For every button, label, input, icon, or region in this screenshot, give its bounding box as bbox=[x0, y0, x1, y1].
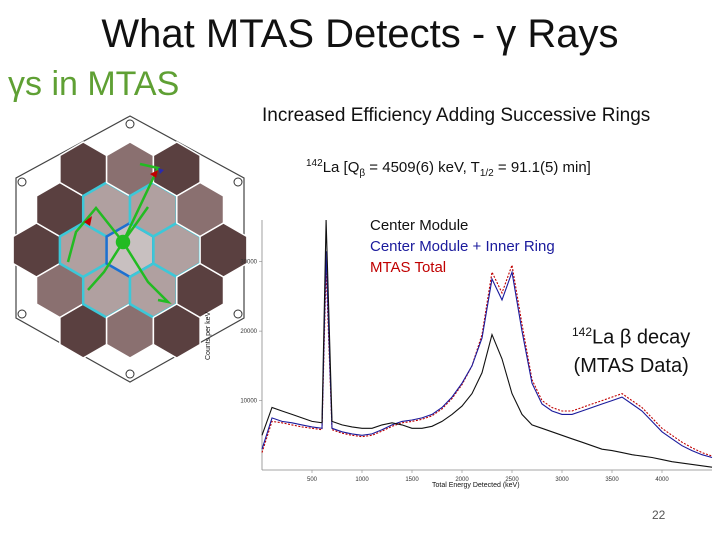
x-tick-label: 2000 bbox=[455, 477, 469, 483]
annotation-line1: La β decay bbox=[592, 326, 691, 349]
half-life-subscript: 1/2 bbox=[479, 168, 494, 179]
x-tick-label: 500 bbox=[307, 477, 318, 483]
legend-center-module: Center Module bbox=[370, 217, 469, 234]
blue-marker-icon bbox=[158, 168, 164, 174]
y-tick-label: 30000 bbox=[240, 260, 257, 266]
red-marker-icon bbox=[84, 216, 92, 226]
bolt-icon bbox=[125, 369, 135, 379]
half-life: = 91.1(5) min] bbox=[493, 159, 591, 176]
isotope-element: La [Q bbox=[322, 159, 360, 176]
efficiency-subtitle: Increased Efficiency Adding Successive R… bbox=[262, 105, 651, 126]
slide-title: What MTAS Detects - γ Rays bbox=[101, 12, 619, 56]
x-axis-label: Total Energy Detected (keV) bbox=[432, 482, 520, 489]
decay-annotation: 142La β decay (MTAS Data) bbox=[572, 318, 690, 380]
bolt-icon bbox=[233, 177, 243, 187]
x-tick-label: 1000 bbox=[355, 477, 369, 483]
y-tick-label: 20000 bbox=[240, 329, 257, 335]
red-marker-icon bbox=[150, 170, 158, 178]
y-tick-label: 10000 bbox=[240, 399, 257, 405]
q-value: = 4509(6) keV, T bbox=[365, 159, 480, 176]
gamma-ray-trace bbox=[66, 162, 172, 305]
chart-legend: Center Module Center Module + Inner Ring… bbox=[370, 215, 555, 278]
gamma-subtitle: γs in MTAS bbox=[8, 65, 180, 103]
decay-info: 142La [Qβ = 4509(6) keV, T1/2 = 91.1(5) … bbox=[306, 154, 591, 184]
bolt-icon bbox=[233, 309, 243, 319]
x-tick-label: 2500 bbox=[505, 477, 519, 483]
isotope-mass: 142 bbox=[306, 158, 323, 169]
bolt-icon bbox=[17, 309, 27, 319]
hexagonal-detector-diagram bbox=[12, 115, 248, 383]
legend-mtas-total: MTAS Total bbox=[370, 259, 447, 276]
bolt-icon bbox=[125, 119, 135, 129]
series-line-center-module bbox=[261, 219, 713, 468]
bolt-icon bbox=[17, 177, 27, 187]
x-tick-label: 3000 bbox=[555, 477, 569, 483]
outer-ring-module bbox=[199, 222, 248, 278]
legend-inner-ring: Center Module + Inner Ring bbox=[370, 238, 555, 255]
chart-series bbox=[261, 219, 713, 468]
x-tick-label: 4000 bbox=[655, 477, 669, 483]
q-subscript: β bbox=[359, 168, 366, 179]
page-number: 22 bbox=[652, 508, 666, 522]
annotation-mass: 142 bbox=[572, 325, 593, 339]
chart-axes: 500 1000 1500 2000 2500 3000 3500 4000 10000 2000… bbox=[240, 220, 712, 483]
x-tick-label: 1500 bbox=[405, 477, 419, 483]
x-tick-label: 3500 bbox=[605, 477, 619, 483]
annotation-line2: (MTAS Data) bbox=[573, 354, 689, 377]
y-axis-label: Counts per keV bbox=[205, 311, 212, 360]
